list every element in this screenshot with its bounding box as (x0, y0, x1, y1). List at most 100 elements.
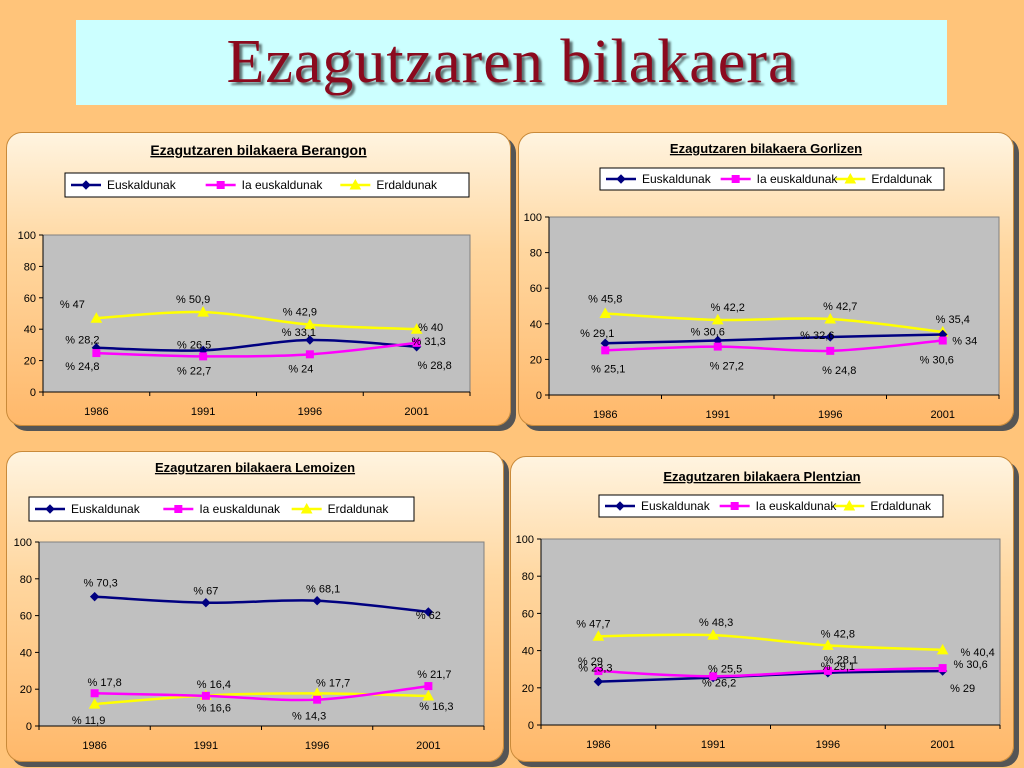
data-label-ia-euskaldunak: % 31,3 (412, 336, 446, 348)
y-tick-label: 60 (530, 283, 542, 295)
y-tick-label: 80 (530, 248, 542, 260)
data-label-euskaldunak: % 30,6 (691, 327, 725, 339)
y-tick-label: 80 (20, 574, 32, 586)
data-point-ia-euskaldunak (826, 346, 835, 355)
data-label-erdaldunak: % 42,8 (821, 628, 855, 640)
data-label-erdaldunak: % 42,7 (823, 301, 857, 313)
data-label-euskaldunak: % 70,3 (84, 578, 118, 590)
x-tick-label: 1986 (586, 739, 610, 751)
data-label-ia-euskaldunak: % 21,7 (417, 669, 451, 681)
data-point-ia-euskaldunak (938, 664, 947, 673)
line-chart: Ezagutzaren bilakaera Lemoizen Euskalduna… (14, 460, 485, 752)
legend-marker-euskaldunak (45, 504, 55, 514)
x-tick-label: 1996 (818, 409, 842, 421)
data-label-euskaldunak: % 33,1 (282, 327, 316, 339)
data-point-euskaldunak (201, 598, 211, 608)
x-tick-label: 1991 (194, 740, 218, 752)
chart-title: Ezagutzaren bilakaera Berangon (150, 142, 366, 158)
series-line-erdaldunak (605, 312, 943, 334)
chart-panel-plentzia: Ezagutzaren bilakaera Plentzian Euskaldun… (510, 456, 1014, 762)
y-tick-label: 100 (14, 537, 32, 549)
legend-marker-erdaldunak (300, 502, 313, 514)
y-tick-label: 40 (522, 646, 534, 658)
y-tick-label: 100 (18, 230, 36, 242)
series-line-euskaldunak (94, 595, 429, 614)
data-point-erdaldunak (90, 312, 103, 323)
data-label-ia-euskaldunak: % 29,1 (821, 661, 855, 673)
series-line-ia-euskaldunak (598, 666, 943, 678)
y-tick-label: 60 (24, 293, 36, 305)
plot-area (540, 538, 1001, 726)
legend-marker-ia-euskaldunak (174, 505, 183, 513)
data-label-erdaldunak: % 40 (418, 322, 443, 334)
data-label-ia-euskaldunak: % 16,4 (197, 679, 231, 691)
plot-area (42, 234, 471, 393)
data-point-ia-euskaldunak (709, 672, 718, 681)
data-point-ia-euskaldunak (305, 350, 314, 359)
legend-label-ia-euskaldunak: Ia euskaldunak (242, 178, 324, 192)
legend-marker-erdaldunak (844, 172, 857, 184)
line-chart: Ezagutzaren bilakaera Berangon Euskalduna… (18, 142, 471, 418)
data-label-ia-euskaldunak: % 27,2 (710, 361, 744, 373)
data-point-erdaldunak (707, 629, 719, 640)
data-point-ia-euskaldunak (424, 682, 433, 691)
data-point-ia-euskaldunak (201, 691, 210, 700)
legend-label-erdaldunak: Erdaldunak (870, 499, 932, 513)
data-label-ia-euskaldunak: % 24,8 (822, 365, 856, 377)
data-label-ia-euskaldunak: % 24,8 (65, 361, 99, 373)
data-label-ia-euskaldunak: % 24 (288, 363, 313, 375)
series-line-ia-euskaldunak (605, 339, 943, 353)
data-label-euskaldunak: % 29,1 (580, 328, 614, 340)
data-label-erdaldunak: % 16,6 (197, 702, 231, 714)
data-label-euskaldunak: % 28,2 (65, 335, 99, 347)
data-label-erdaldunak: % 40,4 (961, 647, 995, 659)
legend-label-euskaldunak: Euskaldunak (641, 499, 711, 513)
y-tick-label: 0 (536, 390, 542, 402)
line-chart: Ezagutzaren bilakaera Gorlizen Euskalduna… (524, 141, 1000, 421)
slide-title: Ezagutzaren bilakaera (226, 28, 797, 96)
legend-marker-euskaldunak (615, 501, 625, 511)
legend-label-ia-euskaldunak: Ia euskaldunak (199, 502, 281, 516)
x-tick-label: 1986 (82, 740, 106, 752)
legend-marker-euskaldunak (616, 174, 626, 184)
data-label-euskaldunak: % 26,5 (177, 339, 211, 351)
data-label-ia-euskaldunak: % 26,2 (702, 677, 736, 689)
plot-area (548, 216, 1000, 396)
x-tick-label: 1991 (701, 739, 725, 751)
legend-marker-ia-euskaldunak (216, 181, 225, 189)
chart-panel-gorliz: Ezagutzaren bilakaera Gorlizen Euskalduna… (518, 132, 1014, 426)
series-line-erdaldunak (94, 692, 429, 706)
data-point-erdaldunak (304, 318, 316, 330)
data-point-ia-euskaldunak (823, 666, 832, 675)
data-label-erdaldunak: % 50,9 (176, 294, 210, 306)
legend-label-ia-euskaldunak: Ia euskaldunak (756, 499, 838, 513)
legend-label-euskaldunak: Euskaldunak (71, 502, 141, 516)
y-tick-label: 80 (24, 261, 36, 273)
data-label-erdaldunak: % 35,4 (936, 314, 970, 326)
legend-marker-euskaldunak (81, 180, 91, 190)
data-point-ia-euskaldunak (938, 336, 947, 345)
x-tick-label: 2001 (404, 406, 428, 418)
y-tick-label: 80 (522, 571, 534, 583)
data-label-ia-euskaldunak: % 25,1 (591, 363, 625, 375)
legend-marker-erdaldunak (349, 178, 362, 190)
y-tick-label: 0 (26, 721, 32, 733)
data-label-erdaldunak: % 17,7 (316, 677, 350, 689)
data-label-erdaldunak: % 45,8 (588, 293, 622, 305)
data-point-erdaldunak (410, 323, 423, 334)
data-label-euskaldunak: % 68,1 (306, 584, 340, 596)
legend-marker-ia-euskaldunak (730, 502, 739, 510)
data-point-erdaldunak (197, 306, 209, 317)
chart-title: Ezagutzaren bilakaera Gorlizen (670, 141, 862, 156)
legend-label-erdaldunak: Erdaldunak (376, 178, 438, 192)
legend-label-erdaldunak: Erdaldunak (871, 172, 933, 186)
series-line-ia-euskaldunak (96, 341, 417, 358)
chart-title: Ezagutzaren bilakaera Plentzian (663, 469, 860, 484)
x-tick-label: 2001 (931, 409, 955, 421)
data-label-euskaldunak: % 29 (950, 683, 975, 695)
x-tick-label: 1991 (706, 409, 730, 421)
legend-marker-erdaldunak (843, 499, 856, 511)
data-point-ia-euskaldunak (594, 667, 603, 676)
data-point-erdaldunak (599, 307, 612, 318)
y-tick-label: 20 (530, 354, 542, 366)
